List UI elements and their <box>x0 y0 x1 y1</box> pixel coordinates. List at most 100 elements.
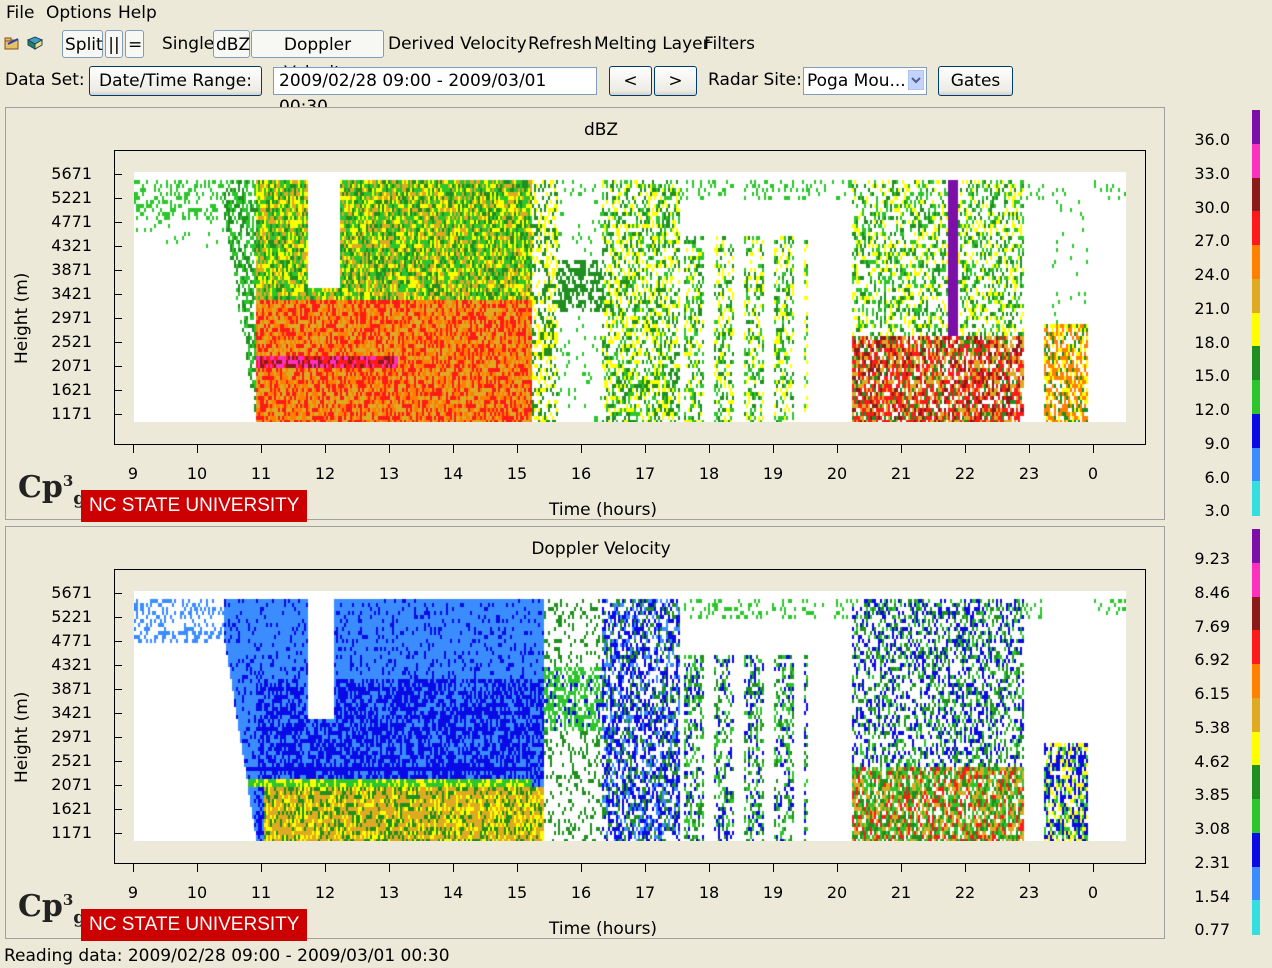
colorbar-label: 9.0 <box>1204 433 1230 453</box>
x-tick-label: 16 <box>570 464 592 483</box>
colorbar-segment <box>1252 413 1260 448</box>
dbz-panel: dBZ Height (m) Time (hours) Cp3g NC STAT… <box>5 107 1165 522</box>
x-tick-label: 0 <box>1087 883 1099 902</box>
x-tick-mark <box>261 864 262 872</box>
x-tick-label: 22 <box>954 464 976 483</box>
radar-site-select[interactable]: Poga Mou... <box>803 67 927 95</box>
x-tick-label: 10 <box>186 464 208 483</box>
x-tick-label: 18 <box>698 883 720 902</box>
x-tick-mark <box>517 864 518 872</box>
filters-button[interactable]: Filters <box>704 34 755 54</box>
x-tick-mark <box>709 864 710 872</box>
gates-button[interactable]: Gates <box>938 66 1013 96</box>
x-tick-label: 17 <box>634 464 656 483</box>
book-icon[interactable] <box>26 35 44 50</box>
cp3-logo: Cp3g <box>18 889 86 928</box>
x-tick-mark <box>453 864 454 872</box>
y-tick-label: 4321 <box>51 236 92 255</box>
date-time-range-button[interactable]: Date/Time Range: <box>89 66 262 96</box>
x-tick-label: 14 <box>442 464 464 483</box>
x-tick-label: 20 <box>826 464 848 483</box>
derived-velocity-button[interactable]: Derived Velocity <box>388 34 527 54</box>
single-button[interactable]: Single <box>162 34 215 54</box>
colorbar-label: 6.15 <box>1194 684 1230 703</box>
y-axis-label: Height (m) <box>12 691 32 783</box>
y-tick-mark <box>114 318 122 319</box>
colorbar-label: 18.0 <box>1194 332 1230 352</box>
x-tick-label: 23 <box>1018 883 1040 902</box>
menu-options[interactable]: Options <box>46 3 112 23</box>
x-tick-mark <box>261 445 262 453</box>
colorbar-label: 3.08 <box>1194 819 1230 838</box>
x-tick-label: 20 <box>826 883 848 902</box>
x-tick-mark <box>1029 864 1030 872</box>
split-button[interactable]: Split <box>62 30 103 58</box>
parallel-view-button[interactable]: || <box>105 30 123 58</box>
x-tick-label: 10 <box>186 883 208 902</box>
refresh-button[interactable]: Refresh <box>528 34 593 54</box>
y-tick-mark <box>114 342 122 343</box>
x-tick-mark <box>1029 445 1030 453</box>
doppler-heatmap[interactable] <box>134 591 1126 841</box>
x-tick-mark <box>645 864 646 872</box>
x-tick-mark <box>901 445 902 453</box>
x-tick-mark <box>965 445 966 453</box>
y-tick-label: 4321 <box>51 655 92 674</box>
y-tick-mark <box>114 833 122 834</box>
colorbar-segment <box>1252 245 1260 280</box>
y-tick-mark <box>114 366 122 367</box>
y-tick-mark <box>114 414 122 415</box>
y-tick-label: 5671 <box>51 164 92 183</box>
x-tick-mark <box>197 445 198 453</box>
x-tick-mark <box>325 445 326 453</box>
x-tick-label: 9 <box>127 883 139 902</box>
colorbar-label: 0.77 <box>1194 920 1230 940</box>
x-axis-label: Time (hours) <box>549 919 658 939</box>
colorbar-label: 9.23 <box>1194 549 1230 568</box>
colorbar-segment <box>1252 211 1260 246</box>
x-tick-label: 21 <box>890 464 912 483</box>
open-folder-icon[interactable] <box>4 35 20 50</box>
x-tick-label: 15 <box>506 464 528 483</box>
y-tick-label: 2971 <box>51 727 92 746</box>
x-tick-label: 0 <box>1087 464 1099 483</box>
x-tick-label: 9 <box>127 464 139 483</box>
x-tick-mark <box>133 445 134 453</box>
colorbar-segment <box>1252 110 1260 145</box>
menu-help[interactable]: Help <box>118 3 157 23</box>
y-tick-mark <box>114 737 122 738</box>
y-tick-label: 1621 <box>51 380 92 399</box>
x-tick-mark <box>965 864 966 872</box>
stacked-view-button[interactable]: = <box>125 30 144 58</box>
colorbar-label: 2.31 <box>1194 852 1230 872</box>
y-axis-label: Height (m) <box>12 272 32 364</box>
colorbar-label: 6.92 <box>1194 650 1230 670</box>
colorbar-label: 36.0 <box>1194 130 1230 149</box>
y-tick-mark <box>114 246 122 247</box>
next-button[interactable]: > <box>654 66 697 96</box>
previous-button[interactable]: < <box>609 66 652 96</box>
colorbar-label: 5.38 <box>1194 717 1230 737</box>
date-range-field[interactable]: 2009/02/28 09:00 - 2009/03/01 00:30 <box>273 67 597 117</box>
dbz-heatmap[interactable] <box>134 172 1126 422</box>
ncsu-logo: NC STATE UNIVERSITY <box>81 909 308 941</box>
y-tick-label: 4771 <box>51 631 92 650</box>
y-tick-label: 3421 <box>51 284 92 303</box>
chevron-down-icon[interactable] <box>908 70 924 90</box>
toolbar: Split || = Single dBZ Doppler Velocity D… <box>0 29 1272 83</box>
x-tick-mark <box>1093 445 1094 453</box>
dbz-button[interactable]: dBZ <box>213 30 250 58</box>
x-tick-label: 19 <box>762 883 784 902</box>
doppler-velocity-button[interactable]: Doppler Velocity <box>251 30 384 83</box>
dataset-label: Data Set: <box>5 70 85 90</box>
melting-layer-button[interactable]: Melting Layer <box>594 34 710 54</box>
x-tick-label: 19 <box>762 464 784 483</box>
x-tick-label: 11 <box>250 464 272 483</box>
colorbar-segment <box>1252 447 1260 482</box>
x-tick-mark <box>197 864 198 872</box>
colorbar-segment <box>1252 664 1260 699</box>
y-tick-label: 2521 <box>51 751 92 770</box>
menu-file[interactable]: File <box>6 3 35 23</box>
x-tick-label: 16 <box>570 883 592 902</box>
colorbar-label: 3.85 <box>1194 785 1230 805</box>
